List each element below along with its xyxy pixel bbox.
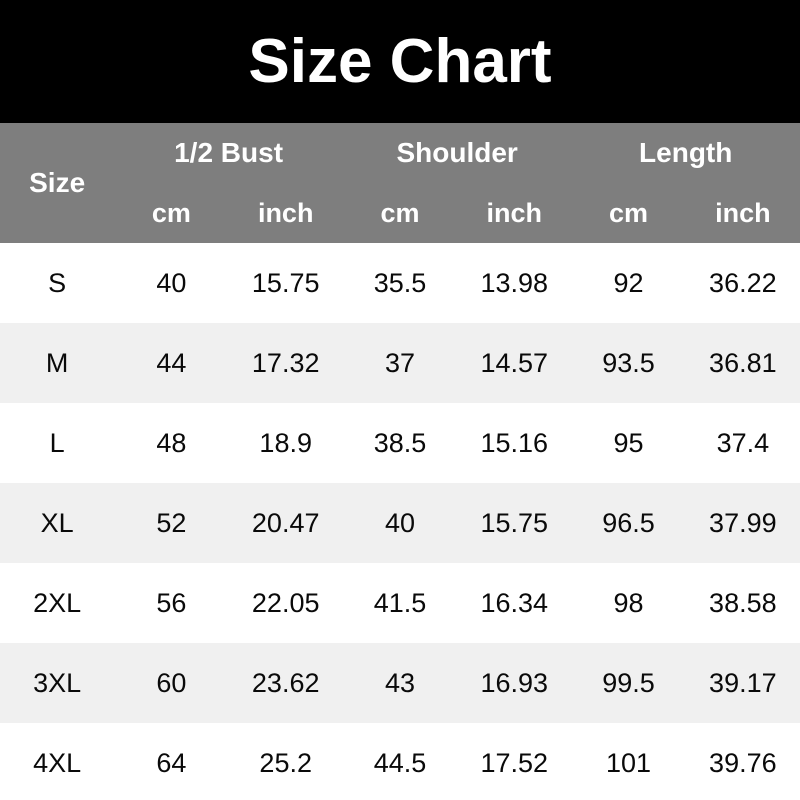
table-row: 2XL 56 22.05 41.5 16.34 98 38.58	[0, 563, 800, 643]
header-unit-length-cm: cm	[571, 183, 686, 243]
size-cell: 4XL	[33, 747, 82, 778]
header-unit-bust-cm: cm	[114, 183, 229, 243]
value-cell: 52	[156, 507, 187, 538]
value-cell: 22.05	[251, 587, 320, 618]
table-body: S 40 15.75 35.5 13.98 92 36.22 M 44 17.32 37 14.57 9…	[0, 243, 800, 800]
value-cell: 18.9	[259, 427, 312, 458]
value-cell: 44	[156, 347, 187, 378]
value-cell: 16.93	[480, 667, 549, 698]
value-cell: 93.5	[602, 347, 655, 378]
value-cell: 60	[156, 667, 187, 698]
value-cell: 56	[156, 587, 187, 618]
title-banner: Size Chart	[0, 0, 800, 123]
table-row: 4XL 64 25.2 44.5 17.52 101 39.76	[0, 723, 800, 800]
value-cell: 43	[384, 667, 415, 698]
table-row: M 44 17.32 37 14.57 93.5 36.81	[0, 323, 800, 403]
header-unit-bust-inch: inch	[228, 183, 343, 243]
header-size: Size	[0, 123, 115, 243]
table-row: XL 52 20.47 40 15.75 96.5 37.99	[0, 483, 800, 563]
value-cell: 13.98	[480, 267, 549, 298]
value-cell: 38.5	[373, 427, 427, 458]
header-group-shoulder: Shoulder	[342, 123, 572, 183]
value-cell: 25.2	[259, 747, 312, 778]
header-group-length: Length	[571, 123, 800, 183]
value-cell: 101	[606, 747, 652, 778]
size-cell: S	[48, 267, 67, 298]
value-cell: 99.5	[602, 667, 655, 698]
value-cell: 39.76	[709, 747, 777, 778]
table-row: 3XL 60 23.62 43 16.93 99.5 39.17	[0, 643, 800, 723]
value-cell: 15.75	[251, 267, 320, 298]
header-group-bust: 1/2 Bust	[114, 123, 343, 183]
size-cell: L	[49, 427, 65, 458]
value-cell: 37.99	[709, 507, 777, 538]
header-unit-shoulder-inch: inch	[457, 183, 572, 243]
value-cell: 98	[613, 587, 644, 618]
table-header: Size 1/2 Bust Shoulder Length cm inch cm…	[0, 123, 800, 243]
size-chart-table: Size 1/2 Bust Shoulder Length cm inch cm…	[0, 123, 800, 800]
value-cell: 39.17	[709, 667, 777, 698]
value-cell: 41.5	[373, 587, 427, 618]
value-cell: 40	[384, 507, 415, 538]
value-cell: 37.4	[716, 427, 770, 458]
header-unit-row: cm inch cm inch cm inch	[0, 183, 800, 243]
value-cell: 35.5	[373, 267, 427, 298]
table-row: S 40 15.75 35.5 13.98 92 36.22	[0, 243, 800, 323]
value-cell: 36.22	[709, 267, 777, 298]
value-cell: 95	[613, 427, 644, 458]
value-cell: 17.32	[251, 347, 320, 378]
value-cell: 15.75	[480, 507, 549, 538]
value-cell: 36.81	[709, 347, 777, 378]
value-cell: 38.58	[709, 587, 777, 618]
size-cell: XL	[40, 507, 74, 538]
size-cell: 2XL	[33, 587, 82, 618]
value-cell: 15.16	[480, 427, 549, 458]
value-cell: 14.57	[480, 347, 549, 378]
header-unit-length-inch: inch	[685, 183, 800, 243]
value-cell: 48	[156, 427, 187, 458]
size-cell: 3XL	[33, 667, 82, 698]
value-cell: 16.34	[480, 587, 549, 618]
value-cell: 96.5	[602, 507, 655, 538]
size-cell: M	[45, 347, 69, 378]
value-cell: 92	[613, 267, 644, 298]
value-cell: 23.62	[251, 667, 320, 698]
value-cell: 20.47	[251, 507, 320, 538]
header-unit-shoulder-cm: cm	[342, 183, 458, 243]
page-title: Size Chart	[248, 26, 552, 96]
value-cell: 44.5	[373, 747, 427, 778]
value-cell: 40	[156, 267, 187, 298]
table-row: L 48 18.9 38.5 15.16 95 37.4	[0, 403, 800, 483]
value-cell: 64	[156, 747, 187, 778]
value-cell: 37	[384, 347, 415, 378]
value-cell: 17.52	[480, 747, 549, 778]
header-group-row: Size 1/2 Bust Shoulder Length	[0, 123, 800, 243]
